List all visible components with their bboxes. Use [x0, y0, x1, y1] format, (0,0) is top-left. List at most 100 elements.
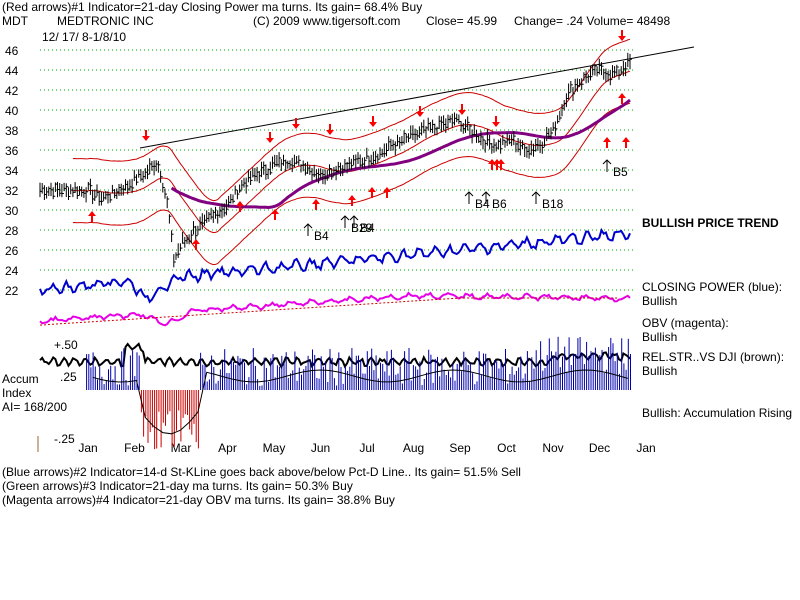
date-range: 12/ 17/ 8-1/8/10 [42, 30, 127, 44]
accum-bar [522, 378, 524, 390]
x-tick-label: Sep [449, 441, 471, 455]
sell-arrow-head [492, 122, 500, 127]
x-tick-label: Aug [403, 441, 424, 455]
y-tick-label: 36 [5, 144, 19, 158]
accum-bar [588, 356, 590, 390]
accum-bar [257, 379, 259, 390]
accum-bar [154, 390, 156, 450]
obv-ma-line [39, 297, 619, 326]
accum-ma-line [92, 369, 628, 435]
y-tick-label: 40 [5, 104, 19, 118]
relstr-line [39, 342, 631, 369]
accum-bar [331, 357, 333, 390]
accum-bar [557, 336, 559, 390]
copyright: (C) 2009 www.tigersoft.com [253, 14, 401, 28]
accum-bar [248, 377, 250, 390]
b-signal-arrow-head [602, 159, 612, 165]
accum-bar [428, 349, 430, 390]
accum-bar [316, 378, 318, 390]
accum-bar [259, 385, 261, 390]
accum-bar [219, 369, 221, 390]
accum-bar [127, 385, 129, 390]
accum-bar [603, 372, 605, 390]
accum-bar [281, 355, 283, 390]
accum-bar [143, 390, 145, 437]
accum-bar [555, 351, 557, 390]
accum-bar [616, 352, 618, 390]
x-tick-label: Jan [78, 441, 97, 455]
accum-bar [360, 359, 362, 390]
obv-state: Bullish [642, 330, 678, 344]
accum-histogram [86, 336, 631, 450]
b-signal-arrow-head [349, 215, 359, 221]
b-signal-arrow-head [303, 223, 313, 229]
x-tick-label: Mar [171, 441, 192, 455]
accum-bar [318, 378, 320, 390]
index-label: Index [2, 386, 32, 400]
accum-bar [382, 363, 384, 390]
obv-label: OBV (magenta): [642, 316, 729, 330]
footer-blue-arrows: (Blue arrows)#2 Indicator=14-d St-KLine … [2, 465, 521, 479]
accum-bar [375, 355, 377, 390]
accum-bar [325, 361, 327, 390]
accum-bar [401, 383, 403, 390]
accum-bar [605, 369, 607, 390]
accum-bar [395, 374, 397, 390]
accum-bar [298, 367, 300, 390]
buy-arrow-head [603, 137, 611, 142]
accum-bar [156, 390, 158, 449]
buy-arrow-head [312, 199, 320, 204]
accum-bar [333, 378, 335, 390]
accum-bar [452, 363, 454, 390]
accum-bar [377, 378, 379, 390]
b-signal-arrow-head [464, 191, 474, 197]
accum-bar [511, 366, 513, 390]
y-tick-label: 38 [5, 124, 19, 138]
accum-bar [623, 363, 625, 390]
accum-bar [612, 343, 614, 390]
accum-bar [307, 355, 309, 390]
accum-bar [575, 354, 577, 390]
ai-score: AI= 168/200 [2, 400, 68, 414]
accum-bar [176, 390, 177, 431]
accum-bar [439, 376, 441, 390]
accum-bar [526, 351, 528, 390]
accum-bar [373, 370, 375, 390]
accum-bar [474, 384, 476, 390]
accum-bar [265, 367, 267, 390]
accum-bar [448, 371, 449, 390]
closing-power-line [39, 227, 631, 304]
accum-bar [388, 375, 390, 390]
accum-bar [619, 373, 620, 390]
accum-bar [228, 373, 230, 390]
accum-bar [303, 369, 305, 390]
accum-bar [458, 363, 460, 390]
accum-bar [441, 358, 443, 390]
accum-bar [369, 366, 370, 390]
b-signal-label: B6 [492, 197, 507, 211]
buy-arrow-head [88, 211, 96, 216]
accum-bar [540, 341, 542, 390]
buy-arrow-head [236, 201, 244, 206]
accum-bar [290, 373, 291, 390]
accum-bar [546, 355, 548, 390]
accum-bar [625, 369, 627, 390]
accum-bar [147, 390, 149, 443]
buy-arrow-head [271, 209, 279, 214]
accum-bar [592, 353, 594, 390]
accum-bar [215, 383, 217, 390]
accum-bar [544, 368, 546, 390]
y-tick-label: 34 [5, 164, 19, 178]
accum-bar [390, 349, 392, 390]
accum-bar [189, 390, 191, 430]
accum-bar [165, 390, 166, 426]
accum-bar [426, 372, 427, 390]
accum-bar [167, 390, 169, 415]
accum-bar [344, 367, 346, 390]
accum-bar [465, 359, 467, 390]
sell-arrow-head [416, 112, 424, 117]
accum-bar [314, 354, 316, 390]
sell-arrow-head [458, 110, 466, 115]
accum-bar [573, 354, 574, 390]
accum-bar [184, 390, 186, 415]
